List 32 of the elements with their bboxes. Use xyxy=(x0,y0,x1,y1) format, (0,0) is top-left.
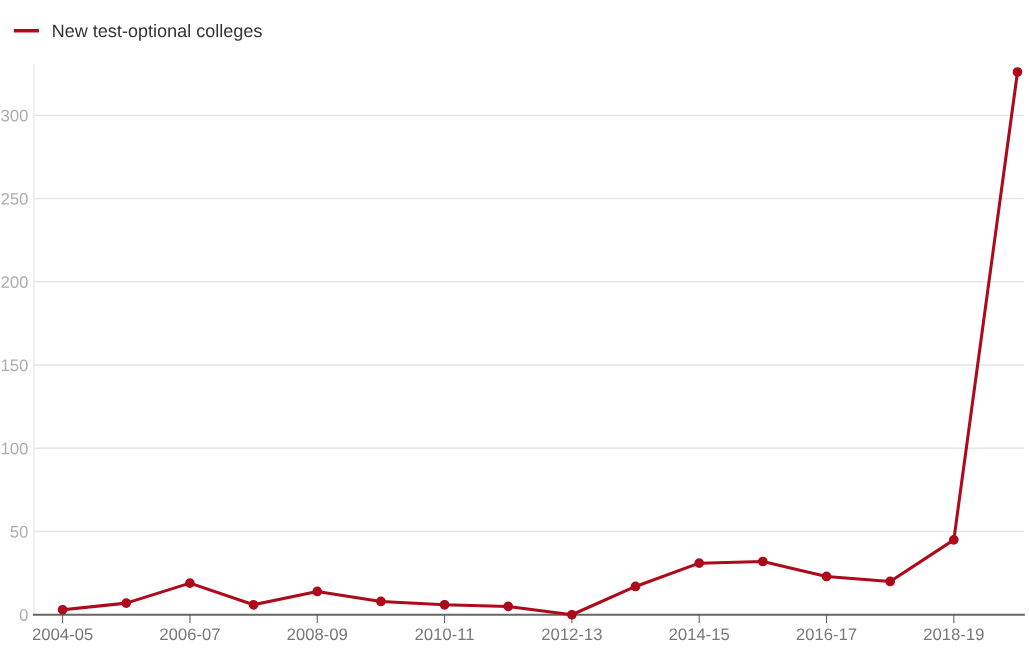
x-tick-label: 2008-09 xyxy=(287,628,348,641)
point xyxy=(376,596,386,607)
point xyxy=(503,601,514,612)
x-tick-label: 2012-13 xyxy=(542,628,602,641)
point xyxy=(757,556,768,567)
point xyxy=(121,598,132,608)
point xyxy=(439,599,450,610)
point xyxy=(630,581,641,592)
point xyxy=(821,571,832,582)
point xyxy=(1012,67,1023,77)
point xyxy=(885,576,896,587)
x-tick-label: 2010-11 xyxy=(415,628,474,641)
x-tick-label: 2006-07 xyxy=(160,628,220,641)
x-tick-label: 2014-15 xyxy=(669,628,730,641)
point xyxy=(185,578,195,588)
point xyxy=(948,534,959,545)
x-tick-label: 2018-19 xyxy=(924,628,984,641)
point xyxy=(694,558,705,569)
y-tick-label: 200 xyxy=(1,276,28,289)
y-tick-label: 300 xyxy=(1,109,28,122)
y-tick-label: 150 xyxy=(1,359,28,372)
y-tick-label: 250 xyxy=(1,192,28,205)
point xyxy=(57,604,68,615)
x-tick-label: 2004-05 xyxy=(32,628,93,641)
y-tick-label: 50 xyxy=(10,525,28,538)
y-tick-label: 100 xyxy=(1,442,28,455)
point xyxy=(248,599,259,610)
x-tick-label: 2016-17 xyxy=(796,628,857,641)
y-tick-label: 0 xyxy=(19,609,28,621)
legend-label: New test-optional colleges xyxy=(53,23,262,41)
point xyxy=(312,586,323,597)
point xyxy=(567,609,577,620)
